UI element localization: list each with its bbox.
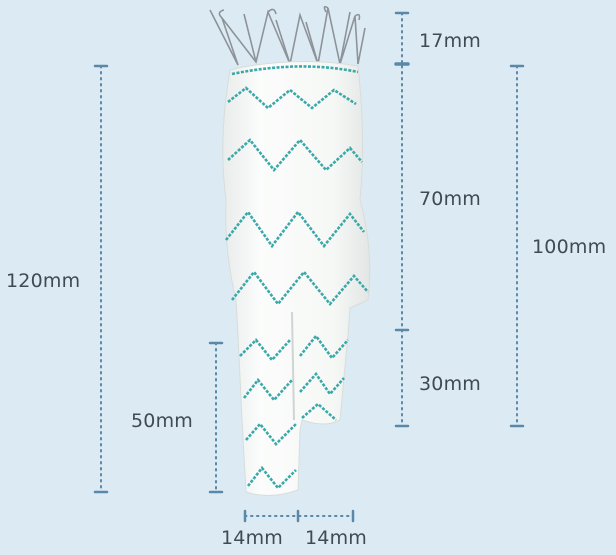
- graft-main-body: [222, 60, 371, 496]
- crown-wires: [209, 5, 366, 68]
- dim-line-100mm: [509, 64, 525, 428]
- label-17mm: 17mm: [419, 30, 481, 52]
- label-14mm-right: 14mm: [305, 527, 367, 549]
- dim-line-14mm-pair: [243, 509, 355, 523]
- dim-line-17mm: [394, 11, 410, 66]
- leg-split: [291, 311, 295, 421]
- label-30mm: 30mm: [419, 373, 481, 395]
- label-70mm: 70mm: [419, 188, 481, 210]
- stent-graft-image: [209, 5, 371, 496]
- stent-rings: [224, 65, 369, 490]
- label-100mm: 100mm: [532, 236, 607, 258]
- dim-line-120mm: [93, 64, 109, 494]
- dim-line-30mm: [394, 328, 410, 428]
- label-120mm: 120mm: [6, 270, 81, 292]
- label-14mm-left: 14mm: [221, 527, 283, 549]
- dim-line-50mm: [208, 341, 224, 494]
- dimension-lines: [93, 11, 525, 523]
- label-50mm: 50mm: [131, 410, 193, 432]
